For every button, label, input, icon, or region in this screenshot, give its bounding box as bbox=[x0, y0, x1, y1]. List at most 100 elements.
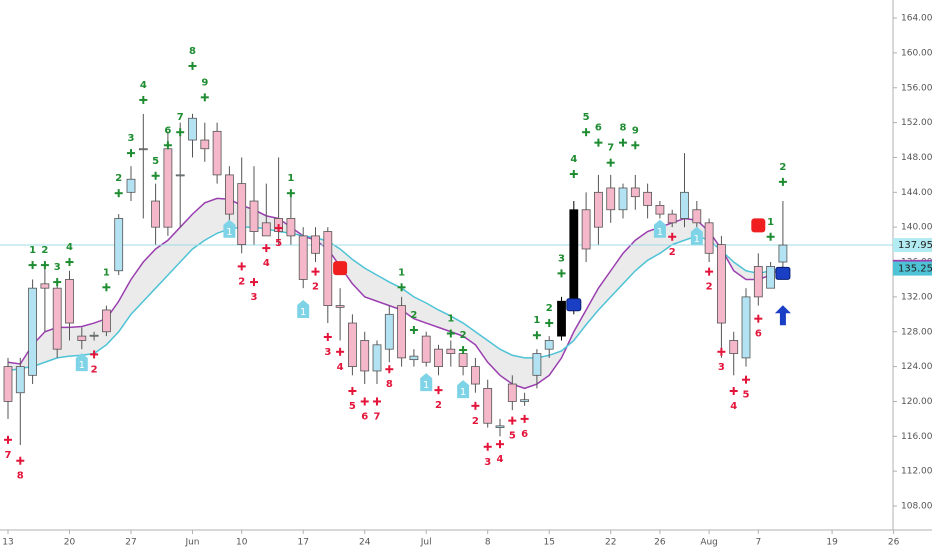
count-label: 2 bbox=[546, 303, 553, 314]
count-label: 4 bbox=[570, 154, 577, 165]
candle-body bbox=[3, 366, 13, 402]
candle-body bbox=[261, 222, 271, 237]
candle-body bbox=[606, 187, 616, 211]
x-tick-label: 13 bbox=[2, 538, 13, 548]
x-tick-label: 24 bbox=[359, 538, 371, 548]
count-label: 4 bbox=[497, 454, 504, 465]
count-label: 3 bbox=[558, 253, 565, 264]
candle-body bbox=[225, 174, 234, 215]
candle-body bbox=[89, 334, 99, 337]
count-label: 6 bbox=[755, 329, 762, 340]
candle-body bbox=[520, 399, 530, 402]
candle-body bbox=[126, 178, 136, 193]
count-label: 6 bbox=[361, 411, 368, 422]
x-tick-label: 8 bbox=[485, 538, 491, 548]
candle-body bbox=[77, 335, 87, 341]
blue-marker bbox=[775, 266, 791, 280]
count-label: 2 bbox=[435, 400, 442, 411]
count-label: 1 bbox=[447, 313, 454, 324]
ma-line bbox=[7, 197, 784, 390]
count-label: 3 bbox=[324, 347, 331, 358]
candle-body bbox=[717, 244, 726, 324]
candle-body bbox=[311, 235, 320, 254]
count-label: 2 bbox=[706, 282, 713, 293]
setup-icon bbox=[297, 299, 310, 318]
count-label: 5 bbox=[152, 156, 159, 167]
x-tick-label: 19 bbox=[826, 538, 838, 548]
y-tick-label: 128.00 bbox=[901, 327, 932, 337]
x-tick-label: Aug bbox=[700, 538, 718, 548]
count-label: 2 bbox=[779, 162, 786, 173]
count-label: 5 bbox=[583, 112, 590, 123]
count-label: 2 bbox=[460, 330, 467, 341]
count-label: 2 bbox=[669, 247, 676, 258]
candle-body bbox=[630, 187, 640, 198]
candle-body bbox=[335, 305, 345, 308]
x-tick-label: 26 bbox=[654, 538, 666, 548]
candle-body bbox=[409, 355, 419, 361]
count-label: 2 bbox=[115, 173, 122, 184]
up-arrow bbox=[774, 305, 791, 326]
x-tick-label: 20 bbox=[64, 538, 76, 548]
y-tick-label: 140.00 bbox=[901, 223, 932, 233]
candle-body bbox=[101, 309, 111, 333]
setup-icon-label: 1 bbox=[460, 387, 466, 398]
candle-body bbox=[114, 218, 124, 272]
count-label: 2 bbox=[238, 276, 245, 287]
count-label: 2 bbox=[41, 245, 48, 256]
candle-body bbox=[397, 305, 407, 359]
candle-body bbox=[495, 425, 505, 429]
x-tick-label: 10 bbox=[236, 538, 248, 548]
x-tick-label: 27 bbox=[125, 538, 136, 548]
candle-body bbox=[163, 148, 173, 228]
y-tick-label: 124.00 bbox=[901, 362, 932, 372]
candle-body bbox=[544, 340, 554, 350]
candle-body bbox=[753, 265, 763, 298]
candle-body bbox=[372, 344, 382, 372]
red-marker bbox=[333, 261, 348, 276]
setup-icon bbox=[457, 380, 470, 399]
candle-body bbox=[138, 148, 148, 151]
candle-body bbox=[729, 340, 739, 354]
y-tick-label: 116.00 bbox=[901, 432, 932, 442]
candle-body bbox=[446, 348, 456, 354]
candle-body bbox=[40, 283, 50, 289]
count-label: 8 bbox=[189, 46, 196, 57]
y-tick-label: 144.00 bbox=[901, 188, 932, 198]
y-tick-label: 160.00 bbox=[901, 48, 932, 58]
x-tick-label: 26 bbox=[888, 538, 900, 548]
setup-icon-label: 1 bbox=[694, 234, 700, 245]
setup-icon bbox=[420, 373, 433, 392]
candle-body bbox=[569, 209, 579, 311]
candle-body bbox=[360, 340, 370, 372]
setup-icon-label: 1 bbox=[79, 360, 85, 371]
count-label: 6 bbox=[521, 429, 528, 440]
count-label: 1 bbox=[287, 173, 294, 184]
count-label: 9 bbox=[201, 77, 208, 88]
candle-body bbox=[655, 204, 665, 215]
y-tick-label: 108.00 bbox=[901, 502, 932, 512]
candle-body bbox=[532, 353, 542, 376]
candle-body bbox=[212, 130, 222, 176]
y-tick-label: 120.00 bbox=[901, 397, 932, 407]
count-label: 8 bbox=[17, 471, 24, 482]
count-label: 1 bbox=[398, 267, 405, 278]
count-label: 5 bbox=[743, 390, 750, 401]
count-label: 8 bbox=[620, 123, 627, 134]
candle-body bbox=[15, 366, 25, 394]
candle-body bbox=[52, 287, 62, 350]
x-tick-label: 15 bbox=[543, 538, 554, 548]
y-tick-label: 132.00 bbox=[901, 292, 932, 302]
candle-body bbox=[421, 335, 431, 363]
red-marker bbox=[751, 218, 766, 233]
price-tag bbox=[893, 238, 932, 253]
candle-body bbox=[618, 187, 628, 211]
band-fill bbox=[7, 198, 783, 389]
count-label: 3 bbox=[718, 362, 725, 373]
y-tick-label: 164.00 bbox=[901, 14, 932, 24]
count-label: 7 bbox=[374, 411, 381, 422]
y-tick-label: 148.00 bbox=[901, 153, 932, 163]
x-tick-label: Jul bbox=[420, 538, 432, 548]
candle-body bbox=[704, 222, 714, 254]
